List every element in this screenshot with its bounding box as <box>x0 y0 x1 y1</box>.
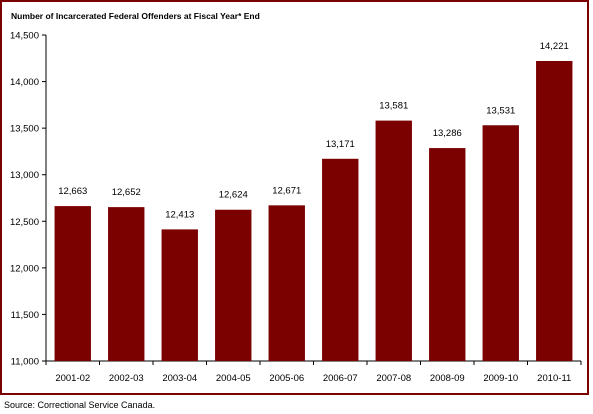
bar-value-label: 12,652 <box>112 187 141 198</box>
bar <box>536 60 573 362</box>
bar <box>482 125 519 361</box>
source-note: Source: Correctional Service Canada. <box>4 400 156 410</box>
bar-value-label: 13,286 <box>433 128 462 139</box>
x-tick-label: 2001-02 <box>55 373 90 384</box>
bar-value-label: 13,171 <box>326 139 355 150</box>
bar <box>108 207 145 361</box>
bar-value-label: 12,671 <box>272 185 301 196</box>
bar-value-label: 14,221 <box>540 41 569 52</box>
chart-title: Number of Incarcerated Federal Offenders… <box>11 11 260 21</box>
bar-value-label: 12,663 <box>58 186 87 197</box>
bar-value-label: 13,581 <box>379 101 408 112</box>
x-tick-label: 2008-09 <box>430 373 465 384</box>
bar <box>161 229 198 361</box>
y-tick-label: 12,500 <box>10 217 39 228</box>
y-tick-label: 14,500 <box>10 31 39 42</box>
x-tick-label: 2010-11 <box>537 373 571 384</box>
x-tick-label: 2009-10 <box>483 373 518 384</box>
x-tick-label: 2003-04 <box>162 373 197 384</box>
y-tick-label: 11,500 <box>11 310 39 321</box>
bar <box>429 148 466 361</box>
x-tick-label: 2002-03 <box>109 373 144 384</box>
bar <box>268 205 305 361</box>
y-tick-label: 11,000 <box>11 357 39 368</box>
bar-value-label: 12,413 <box>165 209 194 220</box>
bar <box>215 209 252 361</box>
bar <box>54 206 91 361</box>
y-tick-label: 12,000 <box>10 263 39 274</box>
y-tick-label: 13,000 <box>10 170 39 181</box>
bar <box>322 158 359 361</box>
y-tick-label: 14,000 <box>10 77 39 88</box>
x-tick-label: 2004-05 <box>216 373 251 384</box>
bar-value-label: 12,624 <box>219 190 248 201</box>
x-tick-label: 2007-08 <box>376 373 411 384</box>
x-tick-label: 2005-06 <box>269 373 304 384</box>
x-tick-label: 2006-07 <box>323 373 358 384</box>
bar-value-label: 13,531 <box>486 105 515 116</box>
bar <box>375 120 412 361</box>
y-tick-label: 13,500 <box>10 124 39 135</box>
